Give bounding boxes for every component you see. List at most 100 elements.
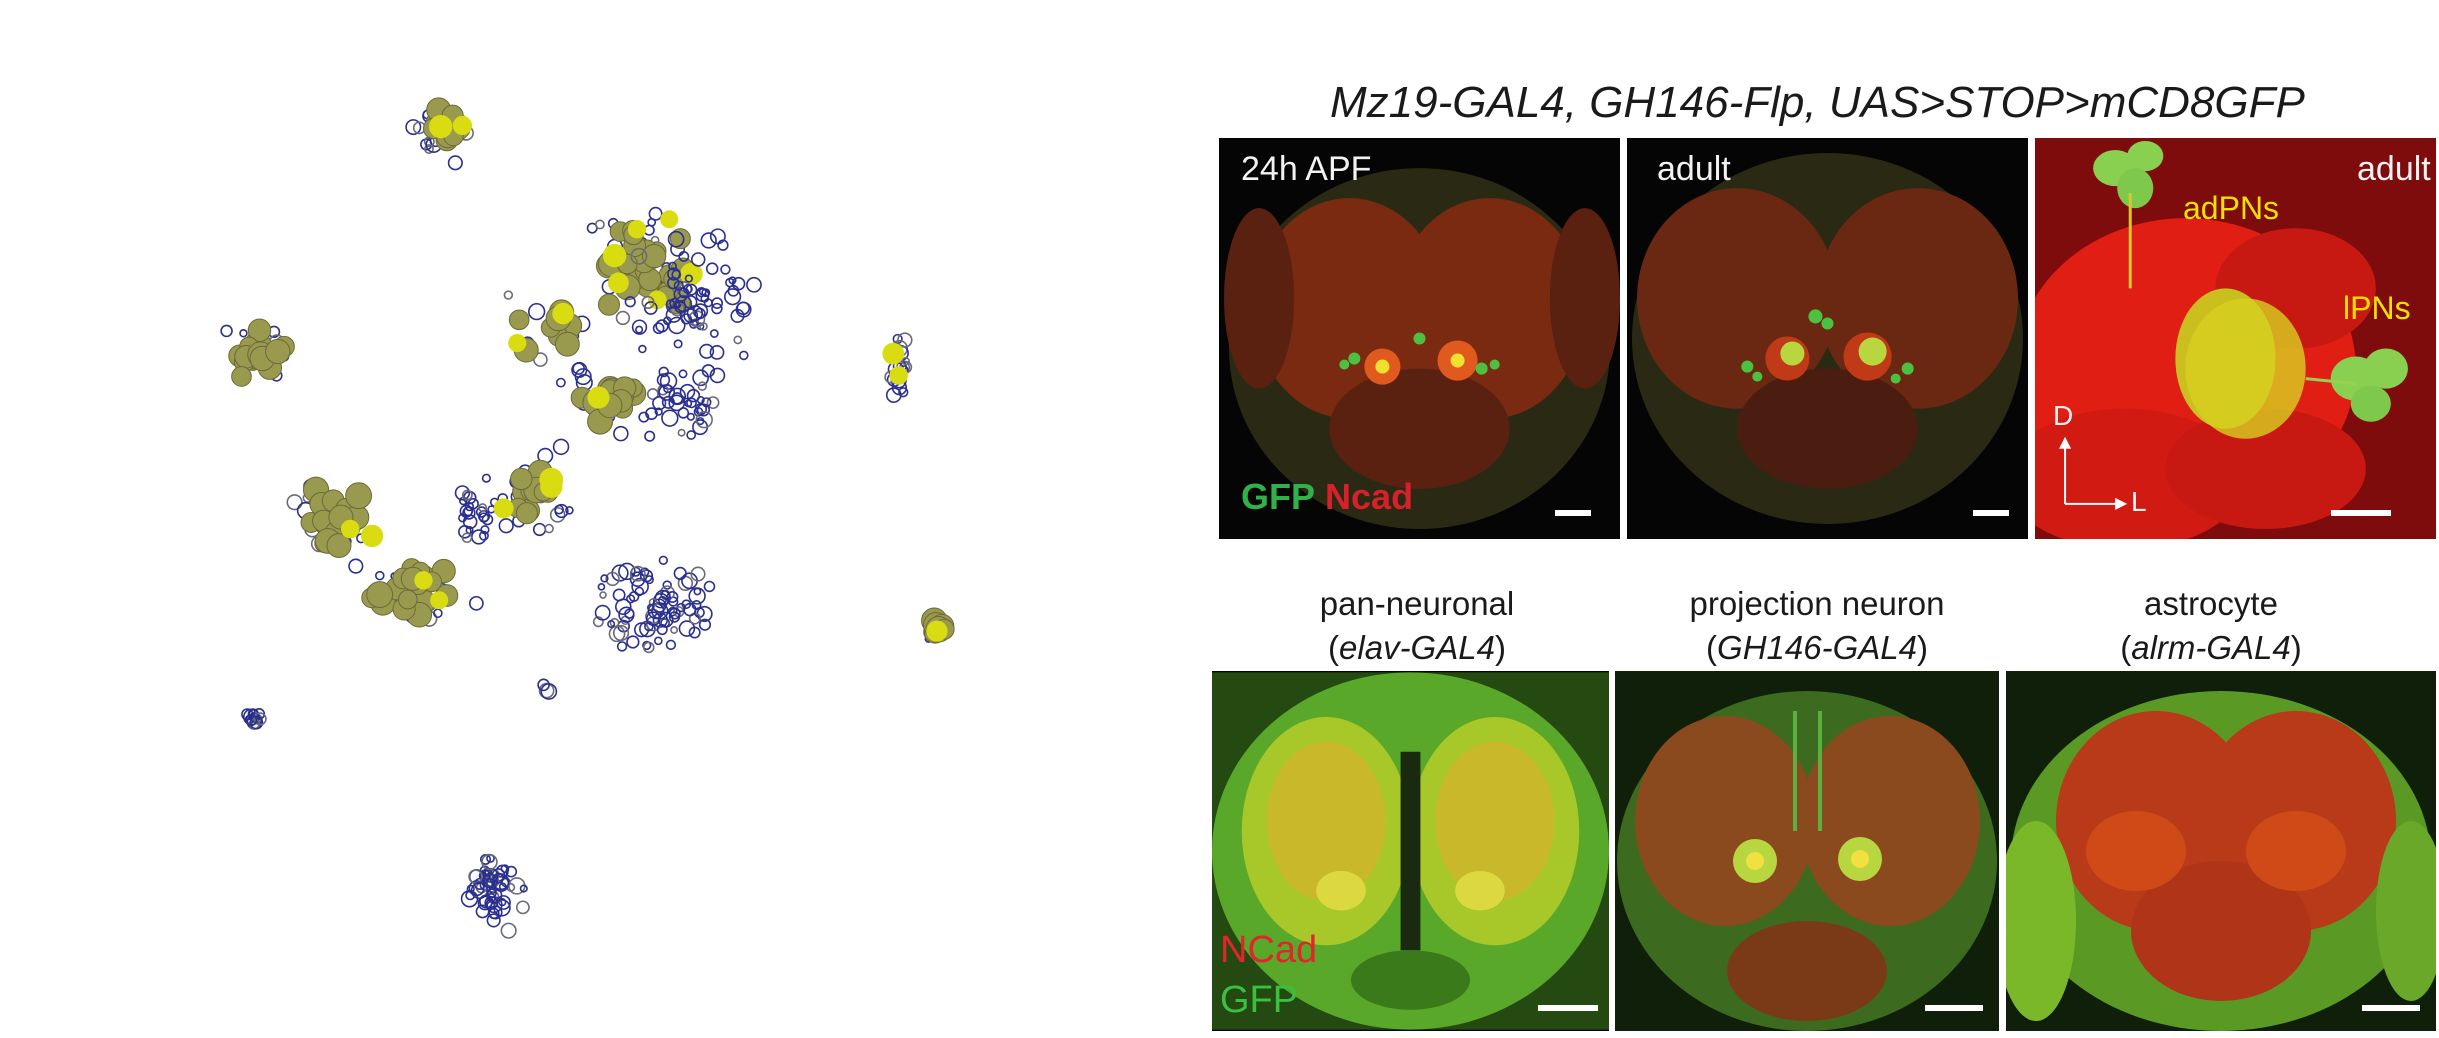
scatter-point-blue bbox=[220, 324, 233, 338]
scatter-point-blue bbox=[555, 377, 566, 388]
scatter-point-blue bbox=[656, 624, 668, 636]
scatter-point-blue bbox=[631, 577, 649, 596]
scatter-point-blue bbox=[249, 715, 264, 730]
scatter-point-yellow bbox=[608, 272, 629, 294]
scatter-point-blue bbox=[695, 411, 713, 429]
scatter-point-blue bbox=[458, 524, 472, 539]
scale-bar bbox=[2362, 1005, 2420, 1011]
legend-ncad: NCad bbox=[1220, 929, 1318, 971]
scatter-point-blue bbox=[638, 344, 647, 354]
scatter-point-blue bbox=[592, 616, 604, 628]
scatter-point-blue bbox=[475, 904, 490, 919]
axis-label-l: L bbox=[2131, 486, 2147, 517]
panel-adult-zoom: adult adPNs lPNs D L bbox=[2035, 138, 2436, 539]
scatter-point-blue bbox=[599, 591, 607, 599]
scatter-point-blue bbox=[686, 412, 695, 421]
scatter-point-blue bbox=[897, 332, 913, 348]
scatter-point-blue bbox=[692, 369, 710, 387]
scatter-point-blue bbox=[678, 251, 690, 262]
scatter-point-yellow bbox=[889, 366, 908, 385]
scatter-point-blue bbox=[574, 368, 592, 386]
scatter-point-yellow bbox=[926, 620, 948, 642]
scatter-point-blue bbox=[613, 425, 629, 442]
scatter-point-blue bbox=[665, 306, 682, 323]
scatter-point-blue bbox=[638, 411, 650, 423]
scatter-point-blue bbox=[544, 523, 554, 534]
scatter-point-blue bbox=[683, 308, 699, 324]
scatter-point-blue bbox=[612, 624, 630, 642]
scatter-point-blue bbox=[662, 580, 672, 590]
scatter-point-blue bbox=[600, 574, 609, 583]
scatter-point-blue bbox=[653, 636, 663, 646]
panel-label-24h-apf: 24h APF bbox=[1241, 150, 1372, 188]
scatter-point-blue bbox=[375, 570, 385, 581]
scatter-point-blue bbox=[631, 319, 648, 335]
scatter-point-blue bbox=[647, 217, 657, 227]
label-adpns: adPNs bbox=[2183, 190, 2280, 226]
scatter-point-blue bbox=[470, 881, 489, 900]
scatter-point-blue bbox=[469, 595, 484, 611]
legend-gfp: GFP bbox=[1241, 476, 1316, 517]
scatter-point-blue bbox=[594, 219, 605, 230]
scatter-point-blue bbox=[663, 384, 673, 394]
scatter-point-blue bbox=[565, 506, 574, 515]
scatter-point-blue bbox=[700, 232, 717, 249]
scatter-point-blue bbox=[693, 587, 702, 596]
panel-24h-apf: 24h APF GFP Ncad bbox=[1219, 138, 1620, 539]
scatter-point-blue bbox=[642, 640, 652, 651]
caption-projection-neuron: projection neuron (GH146-GAL4) bbox=[1689, 585, 1945, 666]
scatter-point-blue bbox=[698, 618, 712, 631]
scatter-point-blue bbox=[645, 611, 661, 627]
scatter-point-blue bbox=[660, 589, 671, 600]
scatter-point-blue bbox=[724, 288, 742, 306]
scatter-point-blue bbox=[597, 583, 606, 591]
legend-gfp: GFP bbox=[1220, 979, 1299, 1021]
scatter-point-olive bbox=[508, 309, 530, 331]
scatter-point-blue bbox=[746, 276, 762, 293]
tsne-scatter-plot bbox=[220, 97, 955, 939]
scatter-point-blue bbox=[720, 264, 731, 275]
scatter-point-blue bbox=[618, 562, 636, 581]
scatter-point-olive bbox=[554, 331, 580, 357]
scatter-point-blue bbox=[690, 566, 706, 582]
scatter-point-blue bbox=[739, 350, 749, 361]
scatter-point-blue bbox=[695, 288, 710, 303]
scatter-point-olive bbox=[510, 467, 533, 491]
scatter-point-blue bbox=[532, 522, 547, 537]
scatter-point-blue bbox=[286, 494, 303, 511]
scatter-point-blue bbox=[475, 506, 488, 518]
scatter-point-blue bbox=[711, 302, 723, 315]
scatter-point-blue bbox=[673, 280, 684, 291]
axis-label-d: D bbox=[2053, 400, 2074, 431]
scatter-point-yellow bbox=[602, 243, 627, 268]
scatter-point-blue bbox=[730, 308, 745, 323]
scatter-point-blue bbox=[468, 880, 485, 897]
caption-pan-neuronal: pan-neuronal (elav-GAL4) bbox=[1319, 585, 1515, 666]
scale-bar bbox=[1973, 510, 2009, 516]
scatter-point-blue bbox=[654, 407, 663, 416]
scatter-point-blue bbox=[711, 297, 723, 309]
scatter-point-yellow bbox=[493, 498, 514, 519]
scatter-point-blue bbox=[686, 430, 697, 440]
scatter-point-olive bbox=[397, 589, 418, 610]
scatter-point-blue bbox=[629, 571, 646, 587]
panel-label-adult: adult bbox=[1657, 150, 1731, 188]
scatter-point-blue bbox=[673, 339, 683, 349]
scatter-point-blue bbox=[461, 532, 473, 544]
scatter-point-olive bbox=[345, 482, 373, 510]
genotype-title: Mz19-GAL4, GH146-Flp, UAS>STOP>mCD8GFP bbox=[1330, 78, 2305, 127]
scatter-point-blue bbox=[668, 316, 686, 335]
scatter-point-olive bbox=[326, 533, 352, 559]
scatter-point-blue bbox=[554, 503, 569, 519]
scatter-point-blue bbox=[253, 712, 267, 726]
scatter-point-blue bbox=[478, 503, 488, 513]
scatter-point-blue bbox=[635, 325, 644, 334]
scatter-point-blue bbox=[666, 591, 679, 603]
scatter-point-yellow bbox=[360, 524, 384, 548]
scatter-point-blue bbox=[654, 589, 671, 606]
scatter-point-blue bbox=[677, 407, 690, 419]
scatter-point-blue bbox=[641, 295, 655, 309]
scatter-point-blue bbox=[709, 228, 726, 245]
scatter-point-yellow bbox=[552, 302, 574, 325]
panel-elav-gal4: NCad GFP bbox=[1212, 671, 1609, 1031]
